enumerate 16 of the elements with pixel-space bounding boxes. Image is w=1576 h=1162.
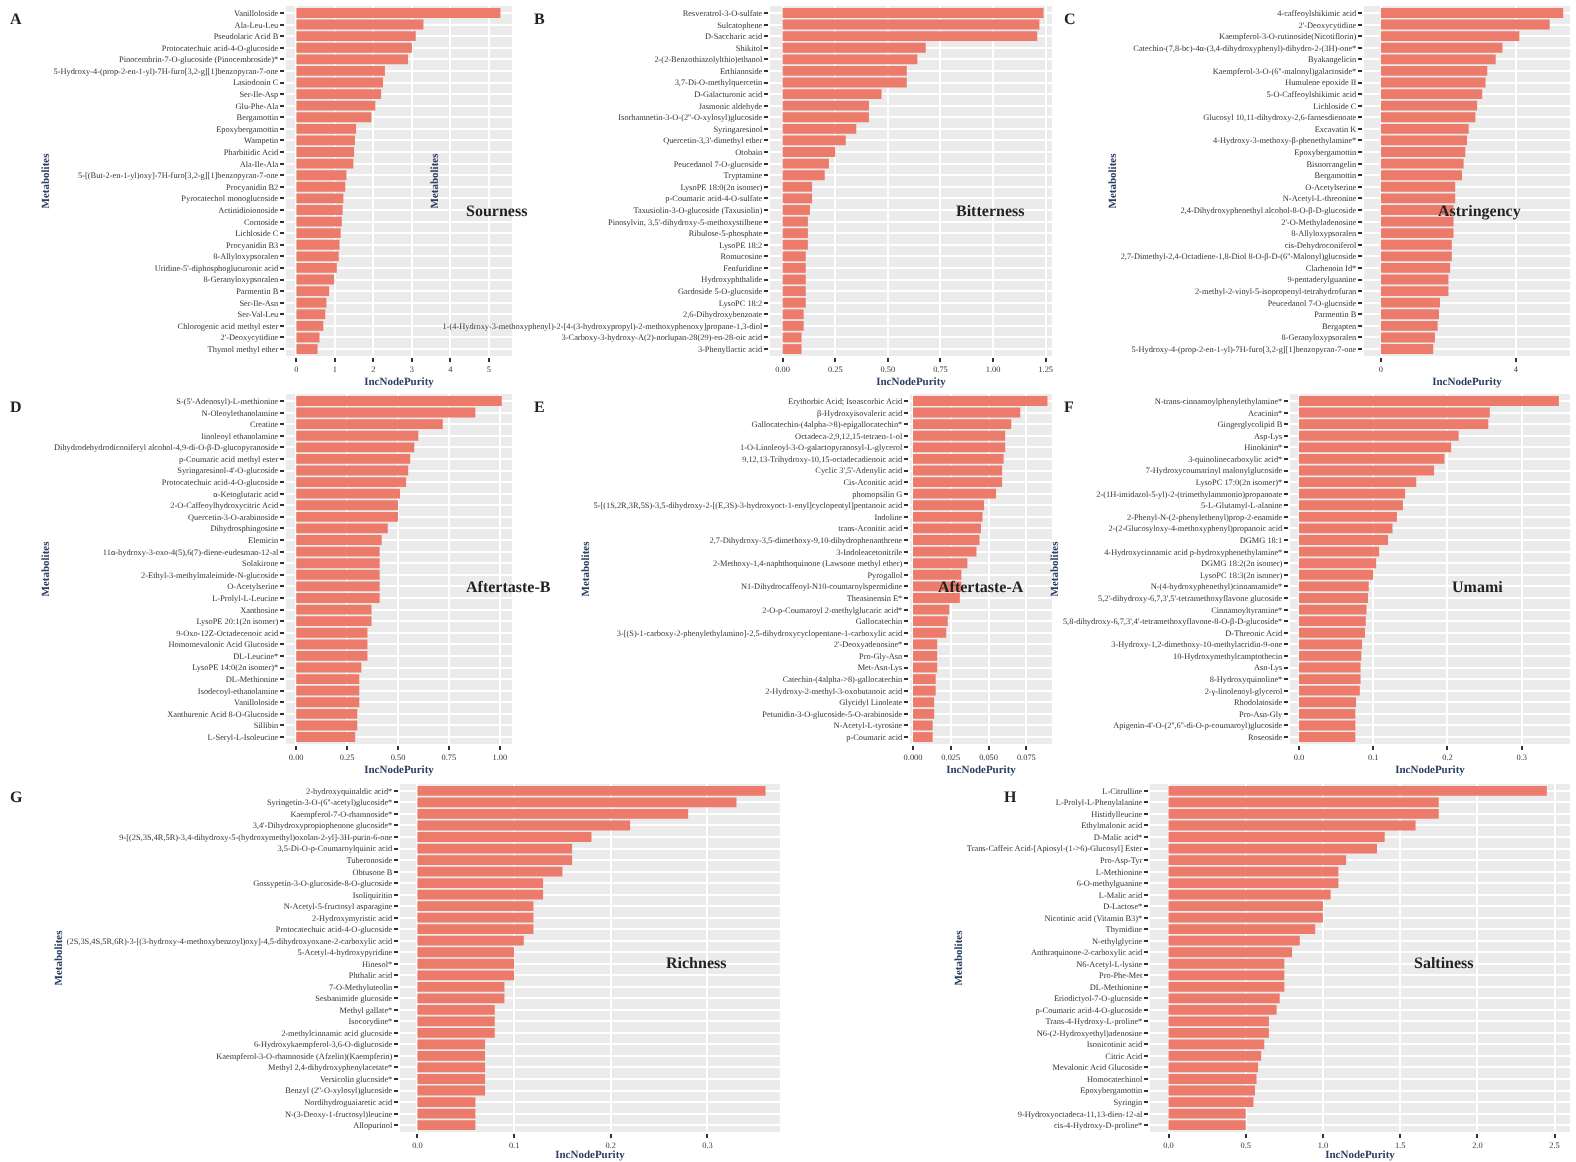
annotation: Richness — [666, 954, 727, 972]
text: A — [10, 10, 22, 28]
annotation: Saltiness — [1414, 954, 1474, 972]
annotation: Bitterness — [956, 202, 1025, 220]
annotation: Aftertaste-B — [466, 578, 552, 596]
text: H — [1004, 788, 1018, 806]
text: E — [534, 398, 545, 416]
annotation: Umami — [1452, 578, 1505, 596]
text: B — [534, 10, 546, 28]
text: G — [10, 788, 23, 806]
text: C — [1064, 10, 1076, 28]
annotation: Astringency — [1438, 202, 1521, 220]
text: F — [1064, 398, 1074, 416]
text: D — [10, 398, 22, 416]
annotation: Sourness — [466, 202, 528, 220]
annotation: Aftertaste-A — [938, 578, 1024, 596]
